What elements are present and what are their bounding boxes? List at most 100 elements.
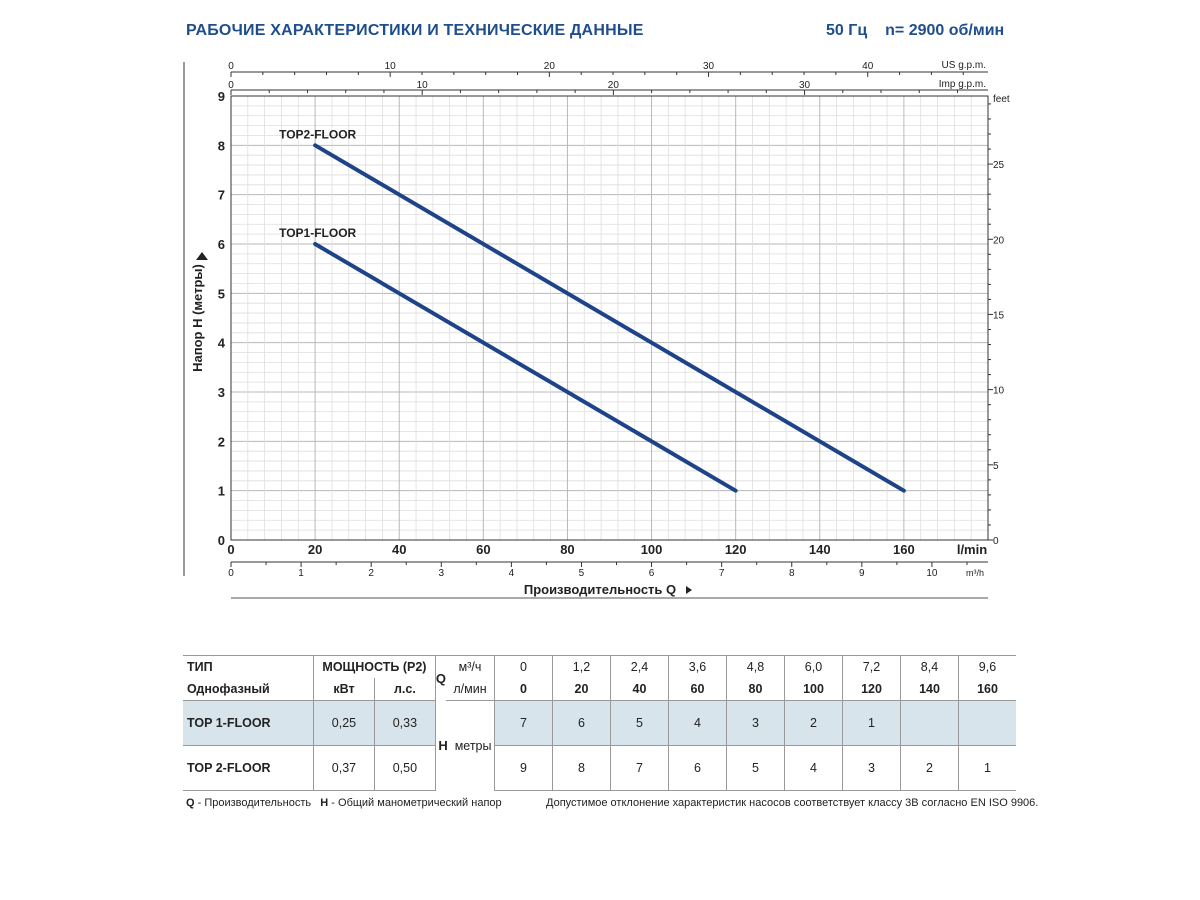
us-gpm-tick-label: 40: [862, 61, 874, 72]
q-lmin-cell: 60: [668, 678, 727, 701]
feet-tick-label: 25: [993, 160, 1005, 171]
series-label: TOP2-FLOOR: [279, 127, 356, 141]
q-symbol: Q: [435, 670, 446, 686]
series-line: [313, 242, 738, 493]
head-cell: 4: [668, 700, 727, 746]
phase-label: Однофазный: [183, 678, 314, 701]
us-gpm-tick-label: 0: [228, 61, 234, 72]
series-label: TOP1-FLOOR: [279, 226, 356, 240]
head-cell: 6: [668, 745, 727, 791]
m3h-unit-label: m³/h: [966, 568, 984, 578]
m3h-tick-label: 8: [789, 568, 795, 579]
y-axis-title: Напор H (метры): [190, 264, 205, 372]
x-tick-label: 40: [392, 542, 406, 557]
head-cell: 7: [494, 700, 553, 746]
q-m3h-cell: 7,2: [842, 655, 901, 678]
q-m3h-cell: 6,0: [784, 655, 843, 678]
x-unit-label: l/min: [957, 542, 987, 557]
x-axis-arrow: [686, 586, 692, 594]
q-lmin-cell: 80: [726, 678, 785, 701]
y-tick-label: 7: [218, 188, 225, 203]
head-cell: 2: [900, 745, 959, 791]
table-row: TOP 2-FLOOR 0,37 0,50 9 8 7 6 5 4 3 2 1: [183, 745, 1016, 791]
q-m3h-cell: 0: [494, 655, 553, 678]
page-title: РАБОЧИЕ ХАРАКТЕРИСТИКИ И ТЕХНИЧЕСКИЕ ДАН…: [186, 22, 644, 39]
q-note-text: - Производительность: [194, 797, 312, 809]
operating-conditions: 50 Гц n= 2900 об/мин: [826, 22, 1022, 40]
y-tick-label: 0: [218, 533, 225, 548]
head-cell: [900, 700, 959, 746]
x-tick-label: 100: [641, 542, 663, 557]
head-cell: 5: [610, 700, 669, 746]
q-m3h-cell: 8,4: [900, 655, 959, 678]
x-tick-label: 120: [725, 542, 747, 557]
power-hp: 0,33: [373, 700, 436, 746]
h-symbol-note: H: [320, 797, 329, 809]
y-tick-label: 6: [218, 237, 225, 252]
imp-gpm-tick-label: 0: [228, 80, 234, 91]
y-axis-arrow: [196, 252, 208, 260]
head-cell: [958, 700, 1016, 746]
model-name: TOP 1-FLOOR: [183, 700, 314, 746]
head-cell: 9: [494, 745, 553, 791]
head-cell: 1: [842, 700, 901, 746]
feet-tick-label: 15: [993, 310, 1005, 321]
m3h-tick-label: 0: [228, 568, 234, 579]
q-m3h-cell: 2,4: [610, 655, 669, 678]
y-tick-label: 1: [218, 484, 225, 499]
q-lmin-cell: 40: [610, 678, 669, 701]
head-cell: 3: [842, 745, 901, 791]
us-gpm-tick-label: 30: [703, 61, 715, 72]
table-row: TOP 1-FLOOR 0,25 0,33 H метры 7 6 5 4 3 …: [183, 700, 1016, 791]
y-tick-label: 2: [218, 434, 225, 449]
feet-tick-label: 0: [993, 536, 999, 547]
col-hp-header: л.с.: [373, 678, 436, 701]
m3h-tick-label: 2: [368, 568, 374, 579]
m3h-tick-label: 3: [438, 568, 444, 579]
series-line: [313, 143, 906, 493]
x-axis-title: Производительность Q: [524, 582, 676, 597]
col-type-header: ТИП: [183, 655, 314, 678]
x-tick-label: 20: [308, 542, 322, 557]
col-power-header: МОЩНОСТЬ (P2): [313, 655, 436, 678]
feet-unit-label: feet: [993, 94, 1010, 105]
q-lmin-cell: 100: [784, 678, 843, 701]
head-cell: 3: [726, 700, 785, 746]
us-gpm-tick-label: 20: [544, 61, 556, 72]
q-lmin-cell: 0: [494, 678, 553, 701]
us-gpm-unit-label: US g.p.m.: [942, 60, 986, 71]
y-tick-label: 4: [218, 336, 226, 351]
y-tick-label: 5: [218, 286, 225, 301]
power-kw: 0,25: [313, 700, 375, 746]
m3h-tick-label: 1: [298, 568, 304, 579]
head-cell: 5: [726, 745, 785, 791]
imp-gpm-unit-label: Imp g.p.m.: [939, 79, 986, 90]
head-cell: 2: [784, 700, 843, 746]
power-hp: 0,50: [373, 745, 436, 791]
q-lmin-cell: 140: [900, 678, 959, 701]
m3h-tick-label: 6: [649, 568, 655, 579]
feet-tick-label: 5: [993, 461, 999, 472]
imp-gpm-tick-label: 30: [799, 80, 811, 91]
q-m3h-cell: 4,8: [726, 655, 785, 678]
col-kw-header: кВт: [313, 678, 375, 701]
frequency-label: 50 Гц: [826, 22, 868, 39]
y-tick-label: 3: [218, 385, 225, 400]
h-symbol: H: [438, 738, 448, 754]
m3h-tick-label: 10: [926, 568, 938, 579]
q-symbol-note: Q: [186, 797, 195, 809]
legend-note: Q - Производительность H - Общий маномет…: [186, 797, 502, 809]
unit-lmin: л/мин: [446, 678, 495, 701]
x-tick-label: 0: [227, 542, 234, 557]
x-tick-label: 80: [560, 542, 574, 557]
head-cell: 6: [552, 700, 611, 746]
y-tick-label: 8: [218, 138, 225, 153]
model-name: TOP 2-FLOOR: [183, 745, 314, 791]
x-tick-label: 140: [809, 542, 831, 557]
head-cell: 4: [784, 745, 843, 791]
q-lmin-cell: 120: [842, 678, 901, 701]
feet-tick-label: 10: [993, 386, 1005, 397]
q-lmin-cell: 20: [552, 678, 611, 701]
x-tick-label: 160: [893, 542, 915, 557]
